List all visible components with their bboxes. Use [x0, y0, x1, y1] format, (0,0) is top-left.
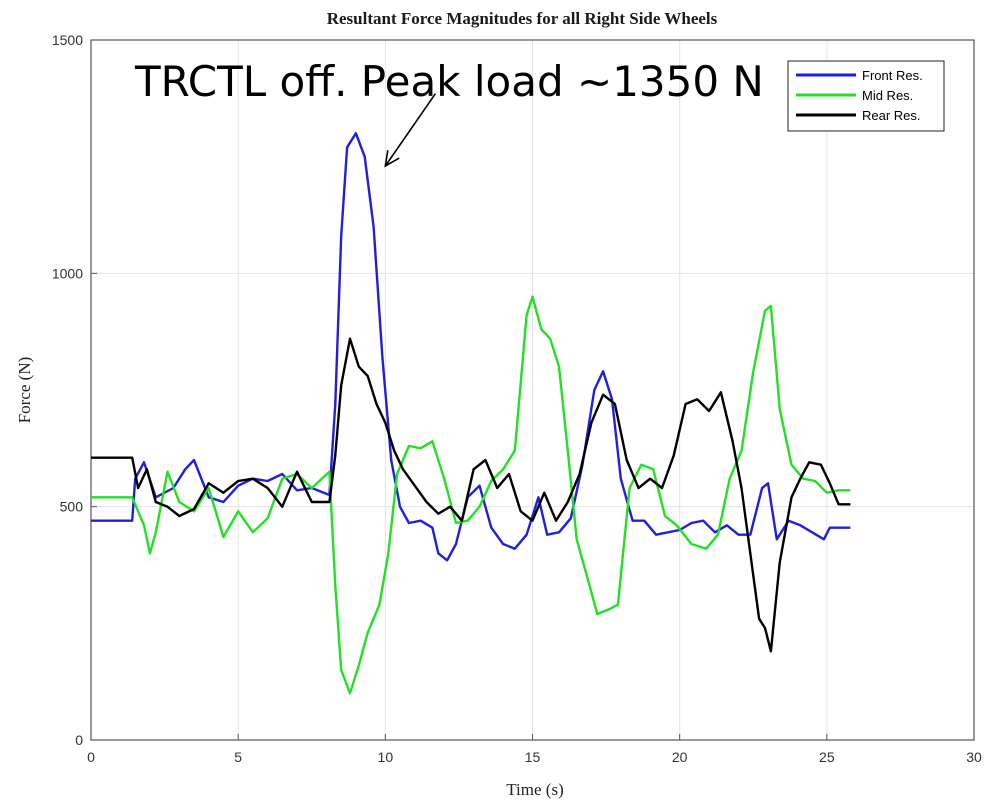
x-tick-label: 15: [525, 749, 541, 765]
y-tick-label: 1500: [52, 32, 83, 48]
annotation-arrow: [384, 93, 437, 167]
y-axis-label: Force (N): [15, 357, 34, 424]
legend-label-2: Mid Res.: [862, 88, 913, 103]
y-tick-label: 0: [75, 732, 83, 748]
series-layer: [91, 132, 851, 695]
annotation: TRCTL off. Peak load ~1350 N: [134, 57, 764, 168]
legend-label-1: Front Res.: [862, 68, 923, 83]
legend: Front Res. Mid Res. Rear Res.: [787, 60, 945, 132]
series-line-3: [91, 337, 851, 653]
x-tick-label: 25: [819, 749, 835, 765]
y-tick-label: 500: [60, 499, 84, 515]
legend-label-3: Rear Res.: [862, 108, 921, 123]
x-tick-label: 5: [234, 749, 242, 765]
x-axis-ticks: 0 5 10 15 20 25 30: [87, 734, 982, 765]
annotation-text: TRCTL off. Peak load ~1350 N: [134, 57, 764, 106]
y-axis-ticks: 0 500 1000 1500: [52, 32, 97, 748]
x-tick-label: 30: [966, 749, 982, 765]
x-tick-label: 10: [378, 749, 394, 765]
y-tick-label: 1000: [52, 265, 83, 281]
x-tick-label: 20: [672, 749, 688, 765]
series-line-2: [91, 295, 851, 695]
chart-title: Resultant Force Magnitudes for all Right…: [327, 9, 718, 28]
x-axis-label: Time (s): [506, 780, 563, 799]
x-tick-label: 0: [87, 749, 95, 765]
annotation-arrowhead: [384, 150, 400, 168]
